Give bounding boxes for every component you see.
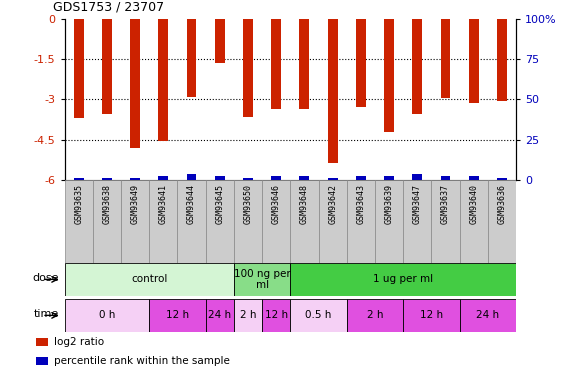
Text: GSM93646: GSM93646 [272,184,280,224]
Text: GDS1753 / 23707: GDS1753 / 23707 [53,0,164,13]
Bar [130,19,140,148]
Bar [347,299,403,332]
Bar [384,176,394,180]
FancyBboxPatch shape [488,180,516,262]
Bar [234,299,262,332]
Bar [215,19,225,63]
Text: 12 h: 12 h [420,310,443,320]
Bar [356,19,366,107]
FancyBboxPatch shape [149,180,177,262]
FancyBboxPatch shape [93,180,121,262]
Text: GSM93640: GSM93640 [470,184,479,224]
Bar [102,19,112,114]
Bar [158,176,168,180]
Bar [102,178,112,180]
FancyBboxPatch shape [459,180,488,262]
Bar [243,19,253,117]
Bar [459,299,516,332]
Text: 0.5 h: 0.5 h [305,310,332,320]
Bar [412,174,422,180]
Bar [497,178,507,180]
Bar [469,19,479,104]
FancyBboxPatch shape [291,180,319,262]
FancyBboxPatch shape [121,180,149,262]
Bar [36,338,48,346]
Bar [300,176,309,180]
Text: GSM93645: GSM93645 [215,184,224,224]
Bar [272,176,281,180]
Text: GSM93647: GSM93647 [413,184,422,224]
Bar [403,299,459,332]
FancyBboxPatch shape [375,180,403,262]
Text: GSM93644: GSM93644 [187,184,196,224]
Bar [272,19,281,109]
Bar [73,178,84,180]
Bar [215,176,225,180]
Text: 2 h: 2 h [240,310,256,320]
Bar [234,262,291,296]
Bar [36,357,48,365]
Bar [291,262,516,296]
Text: percentile rank within the sample: percentile rank within the sample [54,356,230,366]
Text: dose: dose [33,273,59,283]
Text: GSM93635: GSM93635 [74,184,83,224]
Text: log2 ratio: log2 ratio [54,337,104,347]
Text: GSM93642: GSM93642 [328,184,337,224]
Text: time: time [34,309,59,319]
Text: GSM93637: GSM93637 [441,184,450,224]
Bar [300,19,309,109]
Bar [243,178,253,180]
Bar [291,299,347,332]
Text: 0 h: 0 h [99,310,115,320]
Bar [328,178,338,180]
Bar [440,176,450,180]
Bar [328,19,338,162]
Bar [497,19,507,101]
Text: 24 h: 24 h [208,310,231,320]
Bar [187,19,196,97]
Bar [73,19,84,118]
Text: GSM93650: GSM93650 [243,184,252,224]
FancyBboxPatch shape [234,180,262,262]
Bar [130,178,140,180]
Bar [65,299,149,332]
Text: 12 h: 12 h [265,310,288,320]
Text: 100 ng per
ml: 100 ng per ml [234,268,291,290]
FancyBboxPatch shape [262,180,291,262]
Text: 24 h: 24 h [476,310,499,320]
Text: 1 ug per ml: 1 ug per ml [373,274,433,284]
Text: GSM93641: GSM93641 [159,184,168,224]
FancyBboxPatch shape [65,180,93,262]
Text: GSM93649: GSM93649 [131,184,140,224]
Text: GSM93638: GSM93638 [102,184,111,224]
Bar [469,176,479,180]
Text: 12 h: 12 h [166,310,189,320]
Text: GSM93639: GSM93639 [385,184,394,224]
Bar [356,176,366,180]
FancyBboxPatch shape [319,180,347,262]
Bar [206,299,234,332]
Text: control: control [131,274,167,284]
Text: GSM93643: GSM93643 [356,184,365,224]
FancyBboxPatch shape [347,180,375,262]
Bar [149,299,206,332]
Bar [65,262,234,296]
Bar [440,19,450,98]
Text: 2 h: 2 h [367,310,383,320]
FancyBboxPatch shape [403,180,431,262]
Text: GSM93636: GSM93636 [498,184,507,224]
FancyBboxPatch shape [206,180,234,262]
Bar [384,19,394,132]
Bar [262,299,291,332]
FancyBboxPatch shape [431,180,459,262]
Bar [412,19,422,114]
Text: GSM93648: GSM93648 [300,184,309,224]
Bar [187,174,196,180]
FancyBboxPatch shape [177,180,206,262]
Bar [158,19,168,141]
